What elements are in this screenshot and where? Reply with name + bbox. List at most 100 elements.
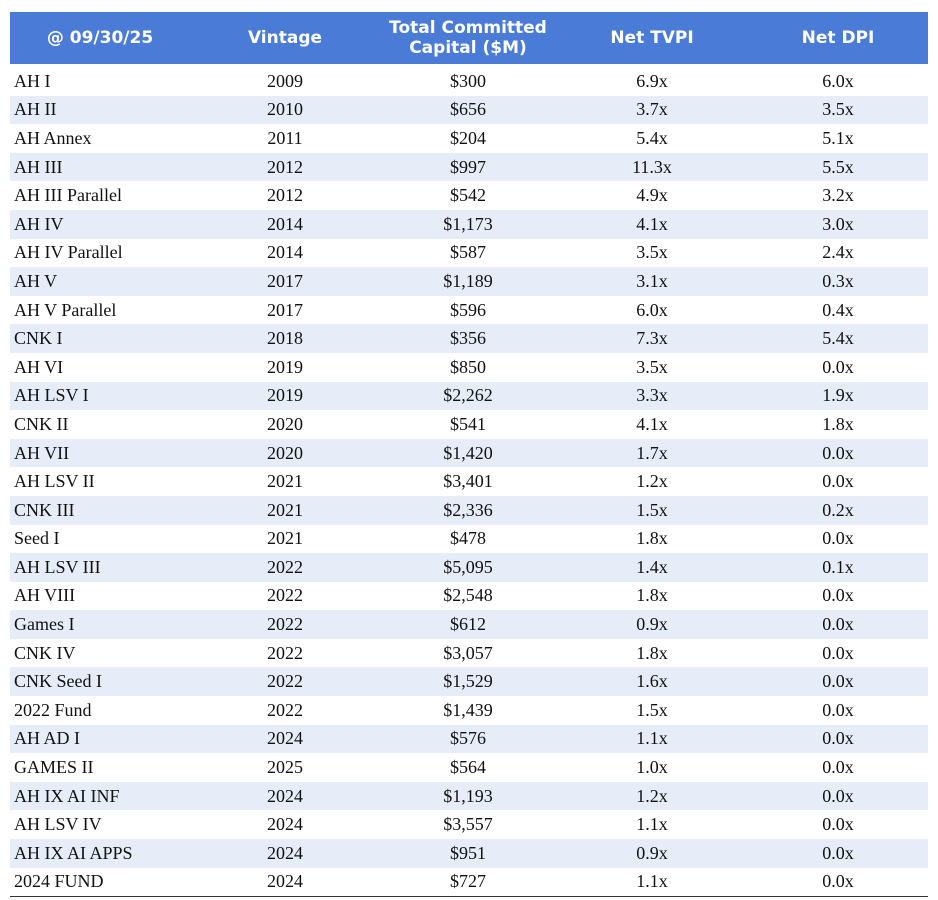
table-cell: 2017 — [267, 299, 303, 320]
table-cell: 1.8x — [636, 642, 668, 663]
table-cell: 0.0x — [822, 585, 854, 606]
table-row: AH IV 2014 $1,173 4.1x 3.0x — [10, 209, 928, 239]
table-row: CNK III 2021 $2,336 1.5x 0.2x — [10, 495, 928, 525]
table-container: @ 09/30/25 Vintage Total Committed Capital… — [10, 12, 928, 898]
table-cell: 1.2x — [556, 781, 748, 811]
table-cell: 2011 — [267, 127, 303, 148]
table-cell: 3.5x — [636, 356, 668, 377]
fund-name: AH IX AI APPS — [10, 839, 190, 868]
table-cell: 3.5x — [748, 95, 928, 125]
table-cell: $3,057 — [443, 642, 493, 663]
table-cell: $3,401 — [443, 471, 493, 492]
fund-table: @ 09/30/25 Vintage Total Committed Capital… — [10, 12, 928, 898]
table-cell: $1,439 — [443, 699, 493, 720]
table-row: AH IX AI APPS 2024 $951 0.9x 0.0x — [10, 839, 928, 868]
table-cell: $204 — [450, 127, 486, 148]
fund-name: CNK I — [10, 324, 190, 353]
table-cell: 1.4x — [556, 553, 748, 582]
table-cell: 2021 — [267, 471, 303, 492]
fund-name: AH III — [10, 152, 190, 182]
table-row: CNK I 2018 $356 7.3x 5.4x — [10, 324, 928, 353]
table-cell: 2025 — [267, 757, 303, 778]
table-cell: 2024 — [190, 781, 380, 811]
table-cell: $576 — [380, 724, 556, 754]
table-cell: $2,548 — [443, 585, 493, 606]
table-cell: 5.4x — [748, 324, 928, 353]
table-cell: 0.0x — [748, 724, 928, 754]
table-row: AH III 2012 $997 11.3x 5.5x — [10, 152, 928, 182]
table-cell: 1.1x — [636, 814, 668, 835]
table-cell: $596 — [450, 299, 486, 320]
table-cell: 3.2x — [822, 185, 854, 206]
table-cell: 2021 — [190, 495, 380, 525]
fund-name: AH VI — [14, 356, 64, 377]
fund-name: AH II — [10, 95, 190, 125]
table-cell: 2022 — [190, 553, 380, 582]
table-cell: 2024 — [190, 867, 380, 898]
fund-name: AH LSV II — [14, 471, 95, 492]
table-cell: 1.1x — [556, 867, 748, 898]
table-cell: 2019 — [267, 356, 303, 377]
table-cell: 0.0x — [822, 642, 854, 663]
fund-name: AH IX AI INF — [10, 781, 190, 811]
header-cell: Vintage — [190, 12, 380, 66]
table-cell: 2014 — [190, 209, 380, 239]
table-cell: 2017 — [190, 267, 380, 296]
table-cell: 2010 — [190, 95, 380, 125]
table-cell: $1,173 — [380, 209, 556, 239]
table-cell: $1,193 — [380, 781, 556, 811]
table-cell: 2022 — [190, 667, 380, 697]
table-cell: 0.9x — [556, 610, 748, 639]
header-row: @ 09/30/25 Vintage Total Committed Capital… — [10, 12, 928, 66]
table-cell: 2014 — [267, 242, 303, 263]
fund-name: Games I — [10, 610, 190, 639]
table-cell: 6.9x — [556, 63, 748, 96]
table-cell: $997 — [380, 152, 556, 182]
table-cell: 3.7x — [556, 95, 748, 125]
table-cell: 1.8x — [822, 413, 854, 434]
fund-name: 2024 FUND — [10, 867, 190, 898]
table-cell: $478 — [450, 528, 486, 549]
table-cell: 0.0x — [748, 610, 928, 639]
table-cell: 2018 — [190, 324, 380, 353]
table-cell: 0.0x — [822, 528, 854, 549]
header-cell: Total Committed Capital ($M) — [380, 12, 556, 66]
table-row: Seed I 2021 $478 1.8x 0.0x — [10, 525, 928, 554]
table-cell: 3.5x — [636, 242, 668, 263]
table-cell: $612 — [380, 610, 556, 639]
table-cell: 1.8x — [636, 585, 668, 606]
header-cell: @ 09/30/25 — [10, 12, 190, 66]
table-cell: 0.3x — [748, 267, 928, 296]
table-row: AH LSV II 2021 $3,401 1.2x 0.0x — [10, 467, 928, 496]
fund-name: CNK Seed I — [10, 667, 190, 697]
table-cell: $5,095 — [380, 553, 556, 582]
table-cell: 5.5x — [748, 152, 928, 182]
table-cell: 0.0x — [748, 839, 928, 868]
table-cell: 0.0x — [822, 757, 854, 778]
fund-name: AH VIII — [14, 585, 76, 606]
fund-name: AH AD I — [10, 724, 190, 754]
table-cell: 1.0x — [636, 757, 668, 778]
table-cell: 2024 — [190, 839, 380, 868]
table-cell: 5.4x — [636, 127, 668, 148]
fund-name: CNK III — [10, 495, 190, 525]
table-cell: 7.3x — [556, 324, 748, 353]
table-cell: 2022 — [267, 699, 303, 720]
table-cell: 4.1x — [636, 413, 668, 434]
table-cell: 4.9x — [636, 185, 668, 206]
header-cell: Net DPI — [748, 12, 928, 66]
fund-name: AH IV — [10, 209, 190, 239]
table-row: AH V Parallel 2017 $596 6.0x 0.4x — [10, 296, 928, 325]
table-row: AH LSV I 2019 $2,262 3.3x 1.9x — [10, 381, 928, 411]
table-cell: 2009 — [190, 63, 380, 96]
table-row: CNK IV 2022 $3,057 1.8x 0.0x — [10, 639, 928, 668]
table-cell: 2020 — [190, 438, 380, 468]
table-cell: $300 — [380, 63, 556, 96]
table-cell: $951 — [380, 839, 556, 868]
fund-name: CNK II — [14, 413, 69, 434]
table-cell: $564 — [450, 757, 486, 778]
table-cell: 1.6x — [556, 667, 748, 697]
table-cell: 1.7x — [556, 438, 748, 468]
fund-name: AH IV Parallel — [14, 242, 123, 263]
